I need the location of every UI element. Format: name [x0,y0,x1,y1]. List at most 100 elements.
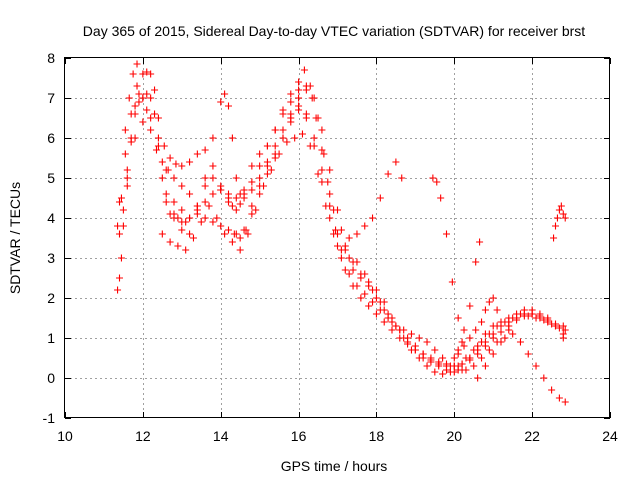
data-point [283,138,291,146]
series-track-e [158,130,569,406]
data-point [474,350,482,358]
data-point [561,398,569,406]
data-point [380,318,388,326]
data-point [248,210,256,218]
data-point [174,214,182,222]
data-point [182,246,190,254]
data-point [114,222,122,230]
data-point [380,298,388,306]
data-point [334,206,341,214]
plot-frame [64,57,610,418]
data-point [561,214,569,222]
data-point [384,170,392,178]
x-tick-label: 12 [135,428,151,444]
chart-title: Day 365 of 2015, Sidereal Day-to-day VTE… [83,23,585,39]
data-point [376,194,384,202]
data-point [244,230,252,238]
data-point [123,174,131,182]
data-point [555,324,563,332]
data-point [454,346,462,354]
data-point [559,210,567,218]
data-point [116,274,123,282]
x-tick-label: 18 [369,428,385,444]
data-point [263,142,271,150]
data-point [497,322,505,330]
data-point [431,346,439,354]
data-point [550,234,558,242]
data-point [225,194,232,202]
x-tick-label: 14 [213,428,229,444]
data-point [209,190,217,198]
data-point [158,158,166,166]
data-point [555,206,563,214]
data-point [139,94,147,102]
data-point [318,126,326,134]
data-point [501,334,509,342]
x-tick-label: 24 [602,428,618,444]
data-point [411,346,419,354]
y-tick-label: 5 [47,170,55,186]
data-point [476,238,484,246]
data-point [404,340,412,348]
data-point [275,150,283,158]
data-point [186,158,194,166]
data-point [427,354,435,362]
data-point [154,134,162,142]
data-point [147,114,155,122]
data-point [372,286,380,294]
data-point [481,330,489,338]
data-point [189,234,197,242]
data-point [197,218,205,226]
data-point [152,146,160,154]
data-point [151,86,159,94]
data-point [481,306,489,314]
data-point [131,102,139,110]
data-point [497,328,505,336]
x-tick-label: 20 [446,428,462,444]
data-point [302,114,310,122]
y-tick-label: 7 [47,90,55,106]
data-point [481,362,489,370]
data-point [326,214,334,222]
data-point [337,254,345,262]
data-point [450,368,458,376]
data-point [114,286,122,294]
series-track-h [429,174,484,334]
data-point [419,350,427,358]
data-point [271,126,279,134]
data-point [267,166,275,174]
data-point [127,138,135,146]
data-point [443,230,450,238]
data-point [332,226,340,234]
data-point [164,166,172,174]
y-tick-label: 1 [47,330,55,346]
data-point [302,82,310,90]
data-point [139,70,147,78]
data-point [349,282,357,290]
series-track-k [550,202,569,242]
data-point [256,162,264,170]
data-point [439,370,447,378]
data-point [318,178,326,186]
data-point [166,154,174,162]
data-point [178,226,186,234]
y-tick-label: -1 [43,410,56,426]
series-track-l [450,338,466,362]
data-point [489,294,497,302]
data-point [170,210,178,218]
data-point [295,78,303,86]
data-point [271,154,279,162]
data-point [450,362,458,370]
data-point [201,146,209,154]
data-point [133,82,141,90]
data-point [228,134,236,142]
data-point [528,310,536,318]
series-track-f [114,90,567,370]
data-point [232,194,240,202]
data-point [232,174,240,182]
data-point [357,274,365,282]
data-point [147,70,155,78]
data-point [252,206,260,214]
data-point [158,230,166,238]
data-point [544,316,552,324]
